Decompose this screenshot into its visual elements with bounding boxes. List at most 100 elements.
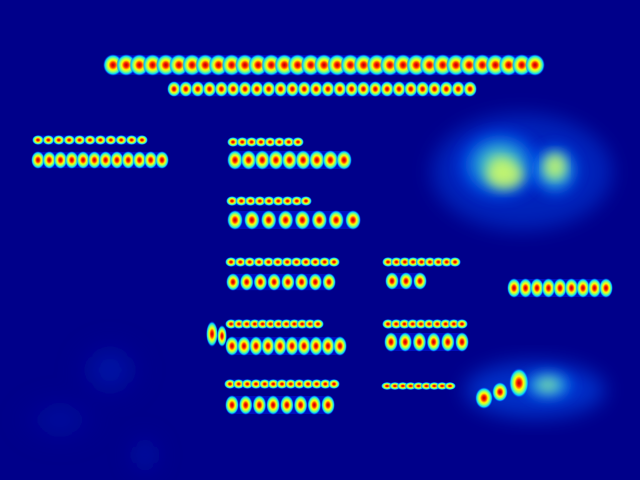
- fixation-dot: [253, 196, 266, 206]
- fixation-dot: [356, 81, 371, 97]
- fixation-dot: [225, 395, 239, 415]
- fixation-dot: [266, 395, 281, 415]
- fixation-dot: [202, 81, 217, 97]
- fixation-dot: [368, 81, 383, 97]
- fixation-dot: [167, 81, 181, 97]
- faint-regions: [10, 335, 165, 480]
- fixation-dot: [253, 257, 266, 267]
- fixation-dot: [392, 81, 406, 97]
- fixation-dot: [214, 81, 229, 97]
- fixation-dot: [297, 336, 311, 356]
- fixation-dot: [398, 319, 411, 329]
- col2-r3-value-row: [226, 273, 336, 291]
- fixation-dot: [525, 54, 545, 76]
- fixation-dot: [319, 379, 332, 389]
- fixation-dot: [413, 272, 427, 290]
- fixation-dot: [273, 137, 286, 147]
- fixation-dot: [439, 319, 452, 329]
- fixation-dot: [415, 257, 428, 267]
- fixation-dot: [290, 257, 303, 267]
- fixation-dot: [76, 151, 91, 169]
- fixation-dot: [254, 137, 267, 147]
- row-halo: [386, 333, 467, 351]
- fixation-dot: [155, 151, 169, 169]
- fixation-dot: [382, 257, 394, 267]
- fixation-dot: [423, 257, 436, 267]
- fixation-dot: [297, 81, 312, 97]
- fixation-dot: [399, 272, 413, 290]
- fixation-dot: [309, 81, 324, 97]
- fixation-dot: [250, 379, 262, 389]
- fixation-dot: [104, 135, 117, 145]
- fixation-dot: [309, 257, 322, 267]
- fixation-dot: [308, 273, 323, 291]
- fixation-dot: [249, 336, 263, 356]
- fixation-dot: [237, 336, 251, 356]
- fixation-dot: [390, 257, 403, 267]
- fixation-dot: [312, 319, 324, 329]
- fixation-dot: [73, 135, 86, 145]
- fixation-dot: [384, 332, 398, 352]
- fixation-dot: [576, 278, 590, 298]
- fixation-dot: [427, 81, 442, 97]
- fixation-dot: [412, 332, 427, 352]
- fixation-dot: [456, 319, 468, 329]
- fixation-dot: [238, 395, 253, 415]
- fixation-dot: [426, 332, 441, 352]
- fixation-dot: [236, 137, 249, 147]
- fixation-dot: [272, 196, 285, 206]
- fixation-dot: [264, 137, 277, 147]
- col2-r1-label-row: [227, 137, 304, 147]
- fixation-dot: [507, 278, 521, 298]
- fixation-dot: [385, 272, 399, 290]
- fixation-dot: [225, 336, 239, 356]
- col2-r1-value-row: [227, 150, 352, 170]
- fixation-dot: [309, 336, 323, 356]
- fixation-dot: [344, 81, 359, 97]
- fixation-dot: [109, 151, 124, 169]
- fixation-dot: [263, 196, 275, 206]
- fixation-dot: [320, 81, 335, 97]
- fixation-dot: [52, 135, 65, 145]
- fixation-dot: [267, 273, 282, 291]
- fixation-dot: [447, 319, 460, 329]
- fixation-dot: [328, 210, 345, 230]
- fixation-dot: [541, 278, 556, 298]
- fixation-dot: [277, 210, 294, 230]
- fixation-dot: [115, 135, 128, 145]
- fixation-dot: [253, 273, 268, 291]
- col2-r2-label-row: [226, 196, 312, 206]
- col2-r5-label-row: [224, 379, 340, 389]
- fixation-dot: [431, 319, 444, 329]
- fixation-dot: [294, 210, 311, 230]
- fixation-dot: [261, 81, 276, 97]
- fixation-dot: [276, 379, 288, 389]
- fixation-dot: [232, 379, 245, 389]
- fixation-dot: [292, 137, 304, 147]
- title-line-1-row: [103, 54, 545, 76]
- fixation-dot: [31, 151, 45, 169]
- fixation-dot: [451, 81, 466, 97]
- blob-top-right: [432, 114, 612, 230]
- col3-r2-label-row: [382, 319, 468, 329]
- fixation-dot: [42, 151, 57, 169]
- fixation-dot: [380, 81, 395, 97]
- fixation-dot: [258, 379, 271, 389]
- fixation-dot: [63, 135, 76, 145]
- fixation-dot: [94, 135, 107, 145]
- fixation-dot: [53, 151, 68, 169]
- col3-r2-value-row: [384, 332, 469, 352]
- fixation-dot: [281, 196, 294, 206]
- fixation-dot: [244, 196, 257, 206]
- col2-r3-label-row: [225, 257, 340, 267]
- fixation-dot: [178, 81, 193, 97]
- title-line-2-row: [167, 81, 477, 97]
- col2-r5-value-row: [225, 395, 335, 415]
- fixation-dot: [302, 379, 314, 389]
- fixation-dot: [328, 379, 340, 389]
- blob-bottom-right: [465, 362, 605, 418]
- fixation-dot: [406, 319, 419, 329]
- fixation-dot: [241, 379, 254, 389]
- col3-r1-value-row: [385, 272, 427, 290]
